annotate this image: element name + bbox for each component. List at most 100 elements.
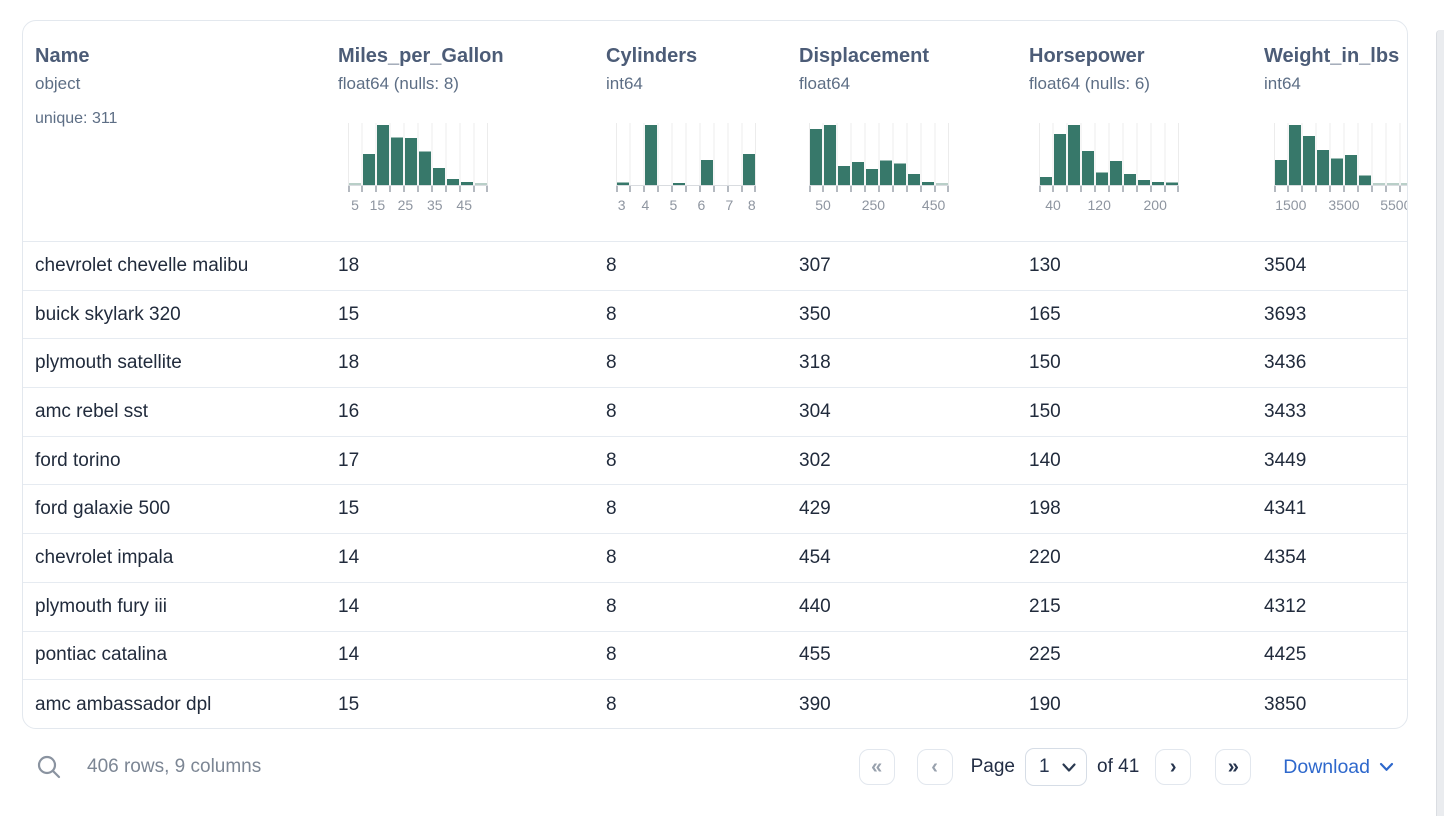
table-cell: 8	[606, 693, 617, 715]
svg-text:45: 45	[456, 197, 472, 213]
table-cell: 4341	[1264, 498, 1307, 520]
table-cell: 8	[606, 595, 617, 617]
chevron-down-icon	[1379, 762, 1394, 771]
table-cell: amc ambassador dpl	[35, 693, 212, 715]
last-page-button[interactable]: »	[1215, 749, 1252, 785]
table-cell: 455	[799, 644, 831, 666]
column-dtype: object	[35, 74, 81, 93]
table-cell: 14	[338, 546, 360, 568]
table-cell: chevrolet impala	[35, 546, 174, 568]
table-cell: 14	[338, 595, 360, 617]
svg-text:250: 250	[862, 197, 886, 213]
previous-page-button[interactable]: ‹	[916, 749, 953, 785]
table-cell: 190	[1029, 693, 1061, 715]
svg-text:5: 5	[670, 197, 678, 213]
table-cell: 3850	[1264, 693, 1307, 715]
column-title: Name	[35, 45, 90, 67]
table-cell: 4354	[1264, 546, 1307, 568]
table-row[interactable]: plymouth fury iii 14 8 440 215 4312	[23, 583, 1407, 632]
page-label: Page	[970, 756, 1015, 777]
page-count-label: of 41	[1097, 756, 1140, 777]
table-cell: pontiac catalina	[35, 644, 168, 666]
page-select-value: 1	[1039, 756, 1050, 777]
column-title: Weight_in_lbs	[1264, 45, 1400, 67]
table-cell: 3449	[1264, 449, 1307, 471]
table-cell: 390	[799, 693, 831, 715]
first-page-button[interactable]: «	[858, 749, 895, 785]
download-button[interactable]: Download	[1283, 756, 1394, 779]
table-cell: 15	[338, 303, 360, 325]
table-cell: 3433	[1264, 400, 1307, 422]
column-title: Cylinders	[606, 45, 698, 67]
table-footer: 406 rows, 9 columns « ‹ Page 1 of 41 › »…	[22, 744, 1394, 790]
svg-text:15: 15	[370, 197, 386, 213]
table-row[interactable]: buick skylark 320 15 8 350 165 3693	[23, 291, 1407, 340]
table-cell: 198	[1029, 498, 1061, 520]
table-cell: ford galaxie 500	[35, 498, 171, 520]
table-cell: 8	[606, 400, 617, 422]
svg-text:1500: 1500	[1275, 197, 1306, 213]
svg-text:6: 6	[698, 197, 706, 213]
column-title: Horsepower	[1029, 45, 1145, 67]
table-cell: 140	[1029, 449, 1061, 471]
svg-text:120: 120	[1088, 197, 1112, 213]
table-cell: 8	[606, 254, 617, 276]
table-row[interactable]: chevrolet impala 14 8 454 220 4354	[23, 534, 1407, 583]
table-cell: 15	[338, 498, 360, 520]
search-icon[interactable]	[36, 754, 63, 781]
table-cell: 150	[1029, 400, 1061, 422]
download-label: Download	[1283, 755, 1370, 778]
table-row[interactable]: ford torino 17 8 302 140 3449	[23, 437, 1407, 486]
window-scrollbar[interactable]	[1436, 30, 1444, 816]
column-dtype: float64 (nulls: 8)	[338, 74, 459, 93]
table-cell: 8	[606, 498, 617, 520]
next-page-button[interactable]: ›	[1155, 749, 1192, 785]
table-cell: 350	[799, 303, 831, 325]
column-header-miles_per_gallon: Miles_per_Gallon float64 (nulls: 8) 5 15 25 3…	[338, 21, 606, 241]
table-cell: 18	[338, 352, 360, 374]
table-cell: 302	[799, 449, 831, 471]
column-header-weight_in_lbs: Weight_in_lbs int64 1500 3500 5500	[1264, 21, 1407, 241]
table-cell: 8	[606, 546, 617, 568]
column-histogram: 1500 3500 5500	[1274, 123, 1408, 213]
column-histogram: 5 15 25 35 45	[348, 123, 488, 213]
column-title: Miles_per_Gallon	[338, 45, 504, 67]
svg-text:3: 3	[618, 197, 626, 213]
table-row[interactable]: amc rebel sst 16 8 304 150 3433	[23, 388, 1407, 437]
table-cell: 16	[338, 400, 360, 422]
column-dtype: float64	[799, 74, 851, 93]
column-header-horsepower: Horsepower float64 (nulls: 6) 40 120 200	[1029, 21, 1264, 241]
svg-text:40: 40	[1045, 197, 1061, 213]
table-row[interactable]: ford galaxie 500 15 8 429 198 4341	[23, 485, 1407, 535]
svg-text:50: 50	[815, 197, 831, 213]
table-row[interactable]: chevrolet chevelle malibu 18 8 307 130 3504	[23, 242, 1407, 291]
table-header: Name object unique: 311 Miles_per_Gallon flo…	[23, 21, 1407, 242]
svg-text:25: 25	[398, 197, 414, 213]
table-cell: buick skylark 320	[35, 303, 181, 325]
column-header-displacement: Displacement float64 50 250 450	[799, 21, 1029, 241]
table-row[interactable]: pontiac catalina 14 8 455 225 4425	[23, 632, 1407, 681]
svg-text:200: 200	[1144, 197, 1168, 213]
svg-text:5500: 5500	[1380, 197, 1408, 213]
table-row[interactable]: plymouth satellite 18 8 318 150 3436	[23, 339, 1407, 389]
table-cell: amc rebel sst	[35, 400, 148, 422]
table-cell: ford torino	[35, 449, 121, 471]
table-cell: 3436	[1264, 352, 1307, 374]
table-cell: 454	[799, 546, 831, 568]
table-cell: 14	[338, 644, 360, 666]
table-cell: 440	[799, 595, 831, 617]
table-body: chevrolet chevelle malibu 18 8 307 130 3504 bu…	[23, 242, 1407, 728]
data-table-card: Name object unique: 311 Miles_per_Gallon flo…	[22, 20, 1408, 729]
table-cell: 225	[1029, 644, 1061, 666]
page-select[interactable]: 1	[1025, 748, 1087, 786]
table-cell: 15	[338, 693, 360, 715]
table-cell: 307	[799, 254, 831, 276]
table-cell: 18	[338, 254, 360, 276]
column-histogram: 50 250 450	[809, 123, 949, 213]
column-title: Displacement	[799, 45, 930, 67]
svg-text:35: 35	[427, 197, 443, 213]
column-header-cylinders: Cylinders int64 3 4 5 6 7 8	[606, 21, 799, 241]
svg-text:8: 8	[748, 197, 756, 213]
table-row[interactable]: amc ambassador dpl 15 8 390 190 3850	[23, 680, 1407, 728]
